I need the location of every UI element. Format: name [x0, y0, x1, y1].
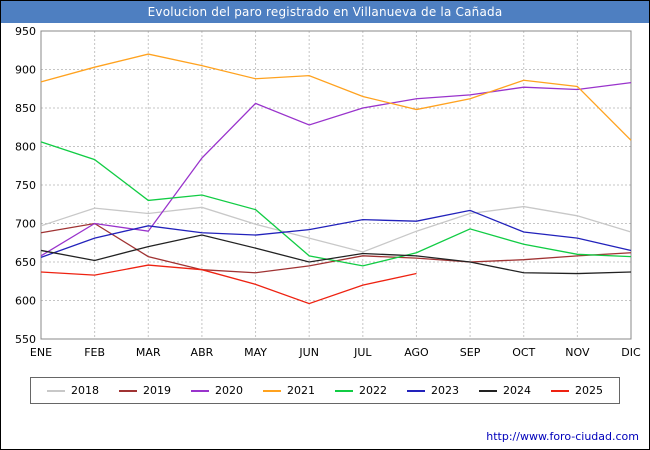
y-tick-label: 800 [15, 141, 36, 154]
footer-link[interactable]: http://www.foro-ciudad.com [486, 430, 639, 443]
series-line-2020 [40, 81, 632, 257]
x-tick-label: ENE [30, 346, 52, 359]
legend-label: 2023 [431, 384, 459, 397]
y-tick-label: 750 [15, 179, 36, 192]
series-line-2022 [40, 141, 632, 267]
x-axis-labels: ENE FEB MAR ABR MAY JUN JUL AGO SEP OCT NOV DIC [30, 346, 641, 359]
gridlines [40, 30, 632, 340]
legend-item-2021: 2021 [263, 384, 315, 397]
legend-color-swatch [119, 389, 137, 392]
y-axis-labels: 550 600 650 700 750 800 850 900 950 [15, 25, 36, 346]
legend-item-2023: 2023 [407, 384, 459, 397]
x-tick-label: MAR [136, 346, 161, 359]
legend-color-swatch [407, 389, 425, 392]
plot-border [40, 30, 632, 340]
x-tick-label: OCT [512, 346, 535, 359]
series-line-2021 [40, 53, 632, 141]
legend-item-2020: 2020 [191, 384, 243, 397]
x-tick-label: AGO [404, 346, 429, 359]
chart-plot-area: 550 600 650 700 750 800 850 900 950 ENE FEB MAR ABR M… [1, 23, 649, 363]
series-line-2025 [40, 264, 417, 305]
y-tick-label: 700 [15, 218, 36, 231]
chart-title: Evolucion del paro registrado en Villanu… [1, 1, 649, 23]
chart-legend: 2018 2019 2020 2021 2022 2023 2024 2025 [30, 377, 620, 404]
legend-label: 2024 [503, 384, 531, 397]
legend-item-2022: 2022 [335, 384, 387, 397]
x-tick-label: FEB [84, 346, 105, 359]
legend-color-swatch [479, 389, 497, 392]
y-tick-label: 900 [15, 64, 36, 77]
legend-item-2025: 2025 [551, 384, 603, 397]
x-tick-label: JUL [353, 346, 372, 359]
series-lines [40, 53, 632, 305]
legend-item-2019: 2019 [119, 384, 171, 397]
y-tick-label: 650 [15, 256, 36, 269]
line-chart: 550 600 650 700 750 800 850 900 950 ENE FEB MAR ABR M… [15, 25, 641, 359]
legend-color-swatch [263, 389, 281, 392]
series-line-2018 [40, 205, 632, 253]
x-tick-label: ABR [191, 346, 214, 359]
legend-label: 2019 [143, 384, 171, 397]
legend-color-swatch [47, 389, 65, 392]
legend-label: 2018 [71, 384, 99, 397]
series-line-2023 [40, 209, 632, 258]
x-tick-label: JUN [298, 346, 319, 359]
y-tick-label: 950 [15, 25, 36, 38]
legend-color-swatch [551, 389, 569, 392]
x-tick-label: DIC [621, 346, 641, 359]
legend-item-2024: 2024 [479, 384, 531, 397]
x-tick-label: NOV [565, 346, 590, 359]
legend-label: 2021 [287, 384, 315, 397]
legend-label: 2025 [575, 384, 603, 397]
x-tick-label: MAY [244, 346, 267, 359]
legend-label: 2022 [359, 384, 387, 397]
series-line-2024 [40, 234, 632, 275]
legend-color-swatch [335, 389, 353, 392]
y-tick-label: 850 [15, 102, 36, 115]
x-tick-label: SEP [460, 346, 481, 359]
legend-item-2018: 2018 [47, 384, 99, 397]
y-tick-label: 600 [15, 295, 36, 308]
legend-color-swatch [191, 389, 209, 392]
y-tick-label: 550 [15, 333, 36, 346]
legend-label: 2020 [215, 384, 243, 397]
